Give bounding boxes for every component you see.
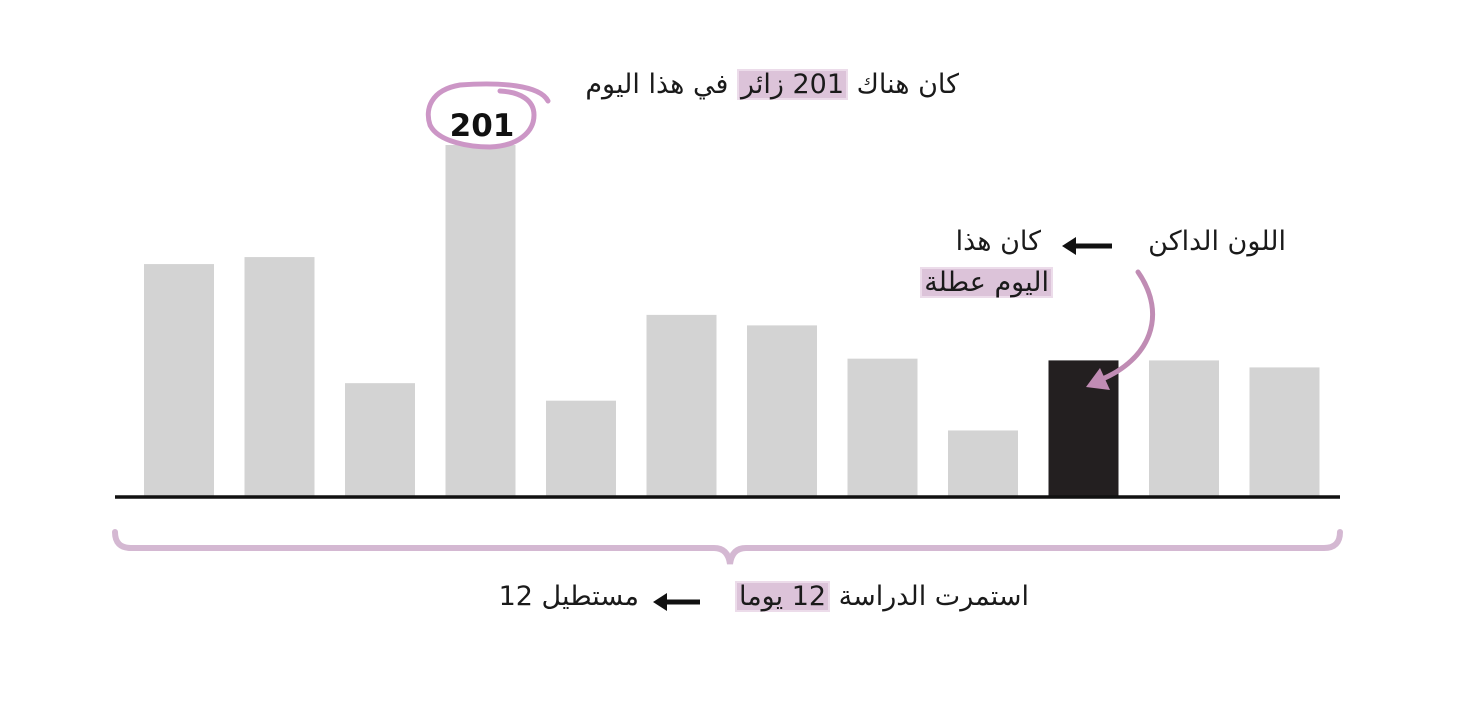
dark-note-highlight: اليوم عطلة [920, 267, 1053, 298]
dark-color-lead: اللون الداكن [1148, 226, 1286, 257]
bar-11 [1149, 360, 1219, 497]
bottom-note-after: مستطيل 12 [498, 581, 639, 612]
bar-2 [244, 257, 315, 497]
peak-note-after: في هذا اليوم [585, 69, 729, 100]
peak-value-label: 201 [450, 108, 515, 144]
bar-7 [747, 325, 817, 497]
bottom-note-highlight: 12 يوما [734, 581, 831, 612]
range-brace [112, 529, 1343, 565]
peak-annotation: كان هناك 201 زائر في هذا اليوم [585, 68, 959, 102]
peak-note-before: كان هناك [856, 69, 959, 100]
dark-note-line2: اليوم عطلة [920, 266, 1053, 300]
short-arrow-bottom [653, 593, 700, 611]
bottom-note-before: استمرت الدراسة [838, 581, 1029, 612]
bar-10 [1048, 360, 1119, 497]
curved-arrow [1097, 269, 1156, 383]
curved-arrow-head [1086, 368, 1110, 390]
short-arrow-top [1062, 237, 1112, 255]
peak-circle-marker [425, 81, 551, 150]
bars-group [144, 145, 1320, 497]
bar-4 [445, 145, 516, 497]
bar-9 [948, 430, 1018, 497]
dark-note-line1: كان هذا [955, 226, 1041, 257]
peak-note-highlight: 201 زائر [736, 69, 849, 100]
bar-5 [546, 400, 616, 497]
bar-8 [847, 358, 918, 497]
bottom-annotation-main: استمرت الدراسة 12 يوما [734, 580, 1029, 614]
bar-1 [144, 264, 214, 497]
bar-3 [345, 383, 415, 497]
bar-12 [1249, 367, 1320, 497]
bar-6 [646, 314, 717, 497]
